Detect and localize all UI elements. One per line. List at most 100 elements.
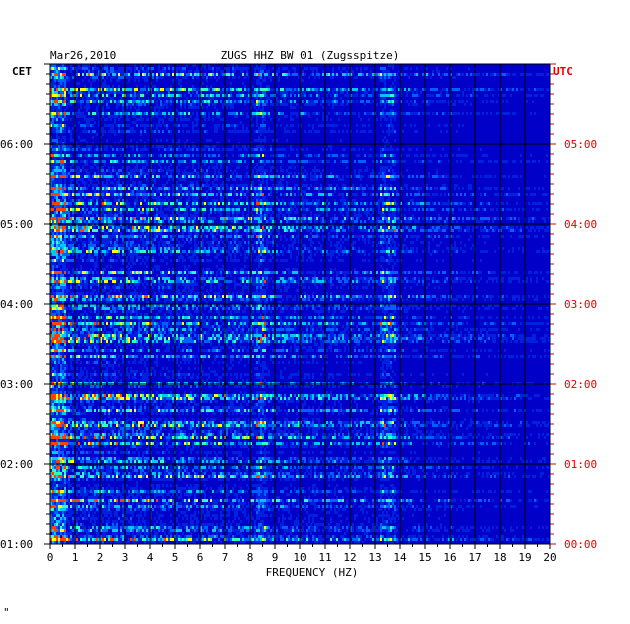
heatmap-cell [222,208,224,211]
heatmap-cell [426,94,428,97]
heatmap-cell [262,205,264,208]
heatmap-cell [376,175,378,178]
heatmap-cell [54,175,56,178]
heatmap-cell [214,178,216,181]
heatmap-cell [54,139,56,142]
heatmap-cell [166,214,168,217]
heatmap-cell [538,88,540,91]
heatmap-cell [148,139,150,142]
heatmap-cell [258,166,260,169]
heatmap-cell [518,217,520,220]
heatmap-cell [430,160,432,163]
heatmap-cell [388,214,390,217]
heatmap-cell [292,175,294,178]
heatmap-cell [134,217,136,220]
heatmap-cell [334,214,336,217]
heatmap-cell [130,106,132,109]
heatmap-cell [288,187,290,190]
heatmap-cell [486,187,488,190]
heatmap-cell [60,211,62,214]
heatmap-cell [112,181,114,184]
heatmap-cell [178,199,180,202]
heatmap-cell [144,124,146,127]
heatmap-cell [218,115,220,118]
heatmap-cell [116,88,118,91]
heatmap-cell [180,103,182,106]
heatmap-cell [110,217,112,220]
heatmap-cell [484,88,486,91]
heatmap-cell [232,112,234,115]
heatmap-cell [252,217,254,220]
heatmap-cell [262,106,264,109]
heatmap-cell [318,190,320,193]
heatmap-cell [198,166,200,169]
heatmap-cell [372,169,374,172]
heatmap-cell [114,220,116,223]
heatmap-cell [132,121,134,124]
heatmap-cell [264,112,266,115]
heatmap-cell [220,91,222,94]
heatmap-cell [154,85,156,88]
heatmap-cell [198,94,200,97]
heatmap-cell [54,130,56,133]
heatmap-cell [230,124,232,127]
heatmap-cell [158,148,160,151]
heatmap-cell [70,187,72,190]
heatmap-cell [168,73,170,76]
heatmap-cell [58,136,60,139]
heatmap-cell [146,70,148,73]
heatmap-cell [70,175,72,178]
heatmap-cell [168,88,170,91]
heatmap-cell [84,64,86,67]
heatmap-cell [428,172,430,175]
heatmap-cell [182,160,184,163]
heatmap-cell [302,184,304,187]
heatmap-cell [188,148,190,151]
heatmap-cell [234,130,236,133]
heatmap-cell [494,175,496,178]
heatmap-cell [342,196,344,199]
heatmap-cell [92,118,94,121]
heatmap-cell [100,217,102,220]
heatmap-cell [122,202,124,205]
heatmap-cell [256,130,258,133]
heatmap-cell [196,73,198,76]
heatmap-cell [428,217,430,220]
heatmap-cell [192,187,194,190]
heatmap-cell [136,190,138,193]
heatmap-cell [54,190,56,193]
heatmap-cell [206,94,208,97]
heatmap-cell [142,217,144,220]
heatmap-cell [122,88,124,91]
heatmap-cell [60,76,62,79]
heatmap-cell [426,187,428,190]
heatmap-cell [64,139,66,142]
heatmap-cell [102,220,104,223]
heatmap-cell [304,175,306,178]
heatmap-cell [126,124,128,127]
heatmap-cell [60,199,62,202]
heatmap-cell [52,178,54,181]
heatmap-cell [438,175,440,178]
heatmap-cell [152,130,154,133]
heatmap-cell [254,91,256,94]
heatmap-cell [386,160,388,163]
heatmap-cell [168,220,170,223]
heatmap-cell [180,100,182,103]
heatmap-cell [68,76,70,79]
heatmap-cell [398,220,400,223]
heatmap-cell [206,79,208,82]
heatmap-cell [120,124,122,127]
heatmap-cell [400,100,402,103]
heatmap-cell [96,148,98,151]
heatmap-cell [386,217,388,220]
heatmap-cell [212,220,214,223]
heatmap-cell [70,100,72,103]
heatmap-cell [394,91,396,94]
heatmap-cell [472,175,474,178]
heatmap-cell [288,217,290,220]
heatmap-cell [88,118,90,121]
heatmap-cell [434,217,436,220]
heatmap-cell [318,169,320,172]
heatmap-cell [320,217,322,220]
